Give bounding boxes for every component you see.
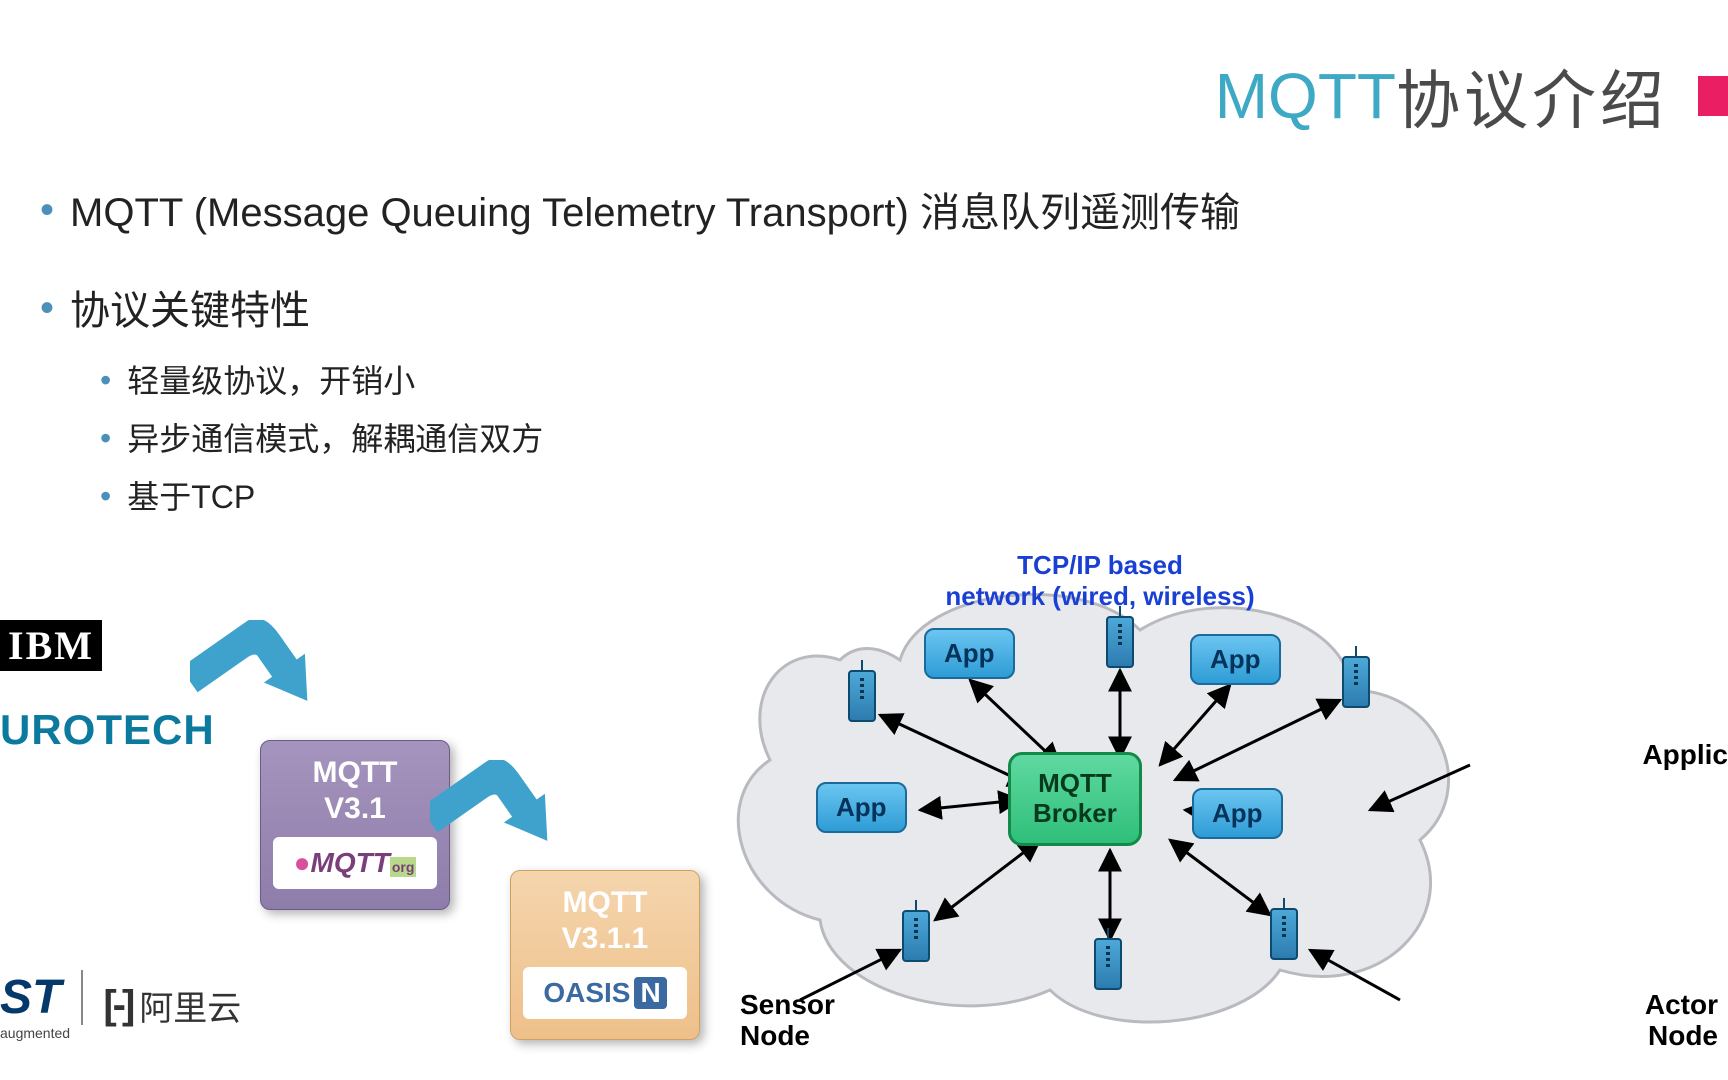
title-accent (1698, 76, 1728, 116)
mqtt31-line1: MQTT (261, 755, 449, 791)
app-node: App (924, 628, 1015, 679)
bullet-dot-icon: • (100, 364, 111, 396)
network-diagram: TCP/IP based network (wired, wireless) M… (720, 540, 1480, 1060)
device-node (848, 670, 876, 722)
mqtt311-box: MQTT V3.1.1 OASISN (510, 870, 700, 1040)
bullet-dot-icon: • (40, 190, 54, 230)
arrow-icon (430, 760, 550, 880)
bullet-dot-icon: • (40, 288, 54, 328)
aliyun-logo: [-] 阿里云 (103, 981, 241, 1030)
network-title: TCP/IP based network (wired, wireless) (945, 550, 1254, 612)
mqtt31-box: MQTT V3.1 ●MQTTorg (260, 740, 450, 910)
bullet-dot-icon: • (100, 422, 111, 454)
bullet-l1: • MQTT (Message Queuing Telemetry Transp… (40, 180, 1240, 238)
aliyun-text: 阿里云 (139, 981, 241, 1030)
mqtt311-line2: V3.1.1 (511, 921, 699, 957)
st-mark: ST (0, 970, 83, 1025)
device-node (1094, 938, 1122, 990)
bullet-text: 基于TCP (127, 472, 255, 518)
bullet-l2: • 基于TCP (100, 472, 1240, 518)
app-node: App (816, 782, 907, 833)
net-title-2: network (wired, wireless) (945, 581, 1254, 612)
page-title: MQTT 协议介绍 (1215, 50, 1728, 142)
device-node (1342, 656, 1370, 708)
broker-node: MQTT Broker (1008, 752, 1142, 846)
footer-logos: ST augmented [-] 阿里云 (0, 970, 241, 1041)
bullet-dot-icon: • (100, 480, 111, 512)
mqtt311-line1: MQTT (511, 885, 699, 921)
actor-label: Actor Node (1645, 990, 1718, 1052)
bullet-text: 轻量级协议，开销小 (127, 356, 415, 402)
eurotech-logo: UROTECH (0, 706, 215, 754)
device-node (1270, 908, 1298, 960)
app-node: App (1190, 634, 1281, 685)
app-node: App (1192, 788, 1283, 839)
title-en: MQTT (1215, 59, 1396, 133)
bullet-text: 异步通信模式，解耦通信双方 (127, 414, 543, 460)
net-title-1: TCP/IP based (945, 550, 1254, 581)
title-cn: 协议介绍 (1396, 50, 1668, 142)
device-node (902, 910, 930, 962)
mqtt311-badge: OASISN (523, 967, 687, 1019)
mqtt31-badge: ●MQTTorg (273, 837, 437, 889)
ibm-logo: IBM (0, 620, 102, 671)
st-sub: augmented (0, 1025, 83, 1041)
sensor-label: Sensor Node (740, 990, 835, 1052)
content-bullets: • MQTT (Message Queuing Telemetry Transp… (40, 180, 1240, 530)
bullet-l2: • 轻量级协议，开销小 (100, 356, 1240, 402)
bullet-l1: • 协议关键特性 (40, 278, 1240, 336)
aliyun-icon: [-] (103, 983, 131, 1028)
bullet-text: 协议关键特性 (70, 278, 310, 336)
mqtt31-line2: V3.1 (261, 791, 449, 827)
bullet-text: MQTT (Message Queuing Telemetry Transpor… (70, 180, 1240, 238)
st-logo: ST augmented (0, 970, 83, 1041)
device-node (1106, 616, 1134, 668)
arrow-icon (190, 620, 310, 740)
bullet-l2: • 异步通信模式，解耦通信双方 (100, 414, 1240, 460)
logos-area: IBM UROTECH (0, 620, 215, 754)
applic-label: Applic (1642, 740, 1728, 771)
